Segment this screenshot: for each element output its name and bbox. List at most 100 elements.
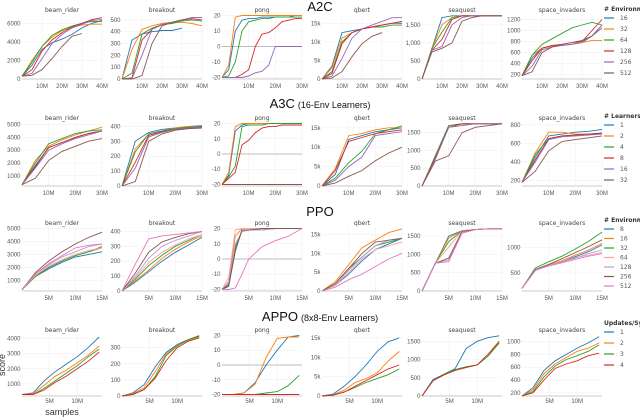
series-line-4 (321, 364, 400, 397)
y-tick-label: -20 (212, 393, 221, 399)
x-tick-label: 10M (343, 191, 355, 197)
y-tick-label: 400 (110, 229, 121, 235)
y-tick-label: -10 (212, 378, 221, 384)
series-line-8 (421, 228, 502, 292)
x-tick-label: 30M (196, 191, 208, 197)
series-line-64 (421, 228, 502, 292)
legend: # Environments 16 32 64 128 256 512 (604, 6, 640, 77)
x-tick-label: 20M (56, 84, 68, 90)
panel-seaquest: seaquest 0 500 1,000 1,500 10M 20M 30M 40M (405, 7, 507, 90)
y-tick-label: 10k (311, 40, 322, 46)
series-line-1 (21, 336, 100, 395)
legend: # Learners 1 2 4 8 16 32 (604, 113, 640, 184)
y-tick-label: 1000 (507, 245, 521, 251)
legend-label: 512 (620, 283, 632, 290)
y-tick-label: 0 (417, 77, 421, 83)
series-line-4 (121, 126, 203, 187)
y-tick-label: 5k (314, 165, 321, 171)
x-tick-label: 30M (76, 84, 88, 90)
series-line-32 (421, 123, 503, 187)
series-line-4 (22, 351, 100, 395)
legend: # Environments 8 16 32 64 128 256 512 (604, 217, 640, 290)
x-tick-label: 5M (344, 296, 352, 302)
legend-title: # Environments (604, 217, 640, 224)
x-tick-label: 10M (569, 296, 581, 302)
x-tick-label: 40M (196, 84, 208, 90)
panel-title: beam_rider (45, 327, 80, 334)
x-tick-label: 5M (145, 399, 153, 405)
row-title: A3C (16-Env Learners) (270, 96, 371, 111)
series-line-256 (222, 46, 302, 78)
series-line-4 (121, 337, 200, 397)
x-tick-label: 30M (176, 84, 188, 90)
x-tick-label: 30M (596, 191, 608, 197)
x-tick-label: 30M (96, 191, 108, 197)
series-line-32 (521, 231, 603, 289)
panel-qbert: qbert 0 5k 10k 15k 5M 10M (311, 327, 402, 405)
x-tick-label: 15M (396, 296, 408, 302)
y-tick-label: -20 (212, 287, 221, 293)
series-line-64 (121, 233, 203, 292)
y-tick-label: 300 (110, 139, 121, 145)
panel-title: pong (254, 220, 269, 227)
legend-label: 4 (620, 144, 624, 151)
x-tick-label: 5M (345, 399, 353, 405)
x-tick-label: 10M (369, 296, 381, 302)
series-line-32 (421, 228, 502, 292)
series-line-4 (521, 352, 600, 397)
x-tick-label: 10M (443, 191, 455, 197)
y-tick-label: 1000 (507, 340, 521, 346)
x-tick-label: 30M (296, 84, 308, 90)
series-line-512 (222, 228, 303, 290)
panel-title: seaquest (448, 220, 476, 227)
series-line-2 (21, 126, 103, 185)
panel-beam_rider: beam_rider 1000 2000 3000 4000 5M 10M (7, 327, 102, 405)
panel-title: space_invaders (539, 220, 585, 227)
series-line-512 (521, 27, 603, 77)
y-tick-label: 15k (311, 126, 322, 132)
series-line-32 (221, 15, 302, 78)
y-tick-label: 5k (314, 270, 321, 276)
x-tick-label: 20M (269, 84, 281, 90)
y-tick-label: 200 (110, 259, 121, 265)
series-line-8 (121, 237, 203, 292)
series-line-128 (21, 17, 103, 77)
legend-label: 4 (620, 362, 624, 369)
series-line-128 (321, 237, 403, 292)
panel-title: pong (254, 115, 269, 122)
y-tick-label: 1000 (7, 174, 21, 180)
y-tick-label: 500 (410, 166, 421, 172)
x-tick-label: 40M (596, 84, 608, 90)
row-title-main: A3C (270, 96, 295, 111)
series-line-32 (21, 23, 102, 77)
y-tick-label: 10k (311, 251, 322, 257)
series-line-2 (521, 342, 600, 397)
series-line-256 (321, 17, 402, 80)
series-line-4 (521, 132, 603, 183)
series-line-8 (321, 237, 403, 292)
y-axis-label: score (0, 354, 7, 376)
x-tick-label: 10M (243, 191, 255, 197)
row-title-main: PPO (306, 204, 333, 219)
panel-title: pong (254, 327, 269, 334)
panel-beam_rider: beam_rider 1000 2000 3000 4000 5000 10M 20M 30M (7, 115, 108, 197)
y-tick-label: -20 (212, 75, 221, 81)
y-tick-label: 2000 (7, 367, 21, 373)
x-tick-label: 5M (45, 399, 53, 405)
series-line-128 (121, 231, 203, 292)
y-tick-label: 400 (510, 62, 521, 68)
panel-title: qbert (354, 7, 371, 14)
y-tick-label: 800 (510, 40, 521, 46)
series-line-512 (421, 15, 502, 80)
panel-title: qbert (354, 327, 371, 334)
series-line-3 (222, 374, 300, 395)
y-tick-label: 600 (510, 51, 521, 57)
x-tick-label: 15M (296, 296, 308, 302)
x-tick-label: 15M (496, 296, 508, 302)
x-tick-label: 10M (471, 399, 483, 405)
panel-title: qbert (354, 115, 371, 122)
x-tick-label: 20M (556, 84, 568, 90)
y-tick-label: 400 (510, 160, 521, 166)
series-line-32 (21, 246, 103, 291)
x-tick-label: 10M (71, 399, 83, 405)
